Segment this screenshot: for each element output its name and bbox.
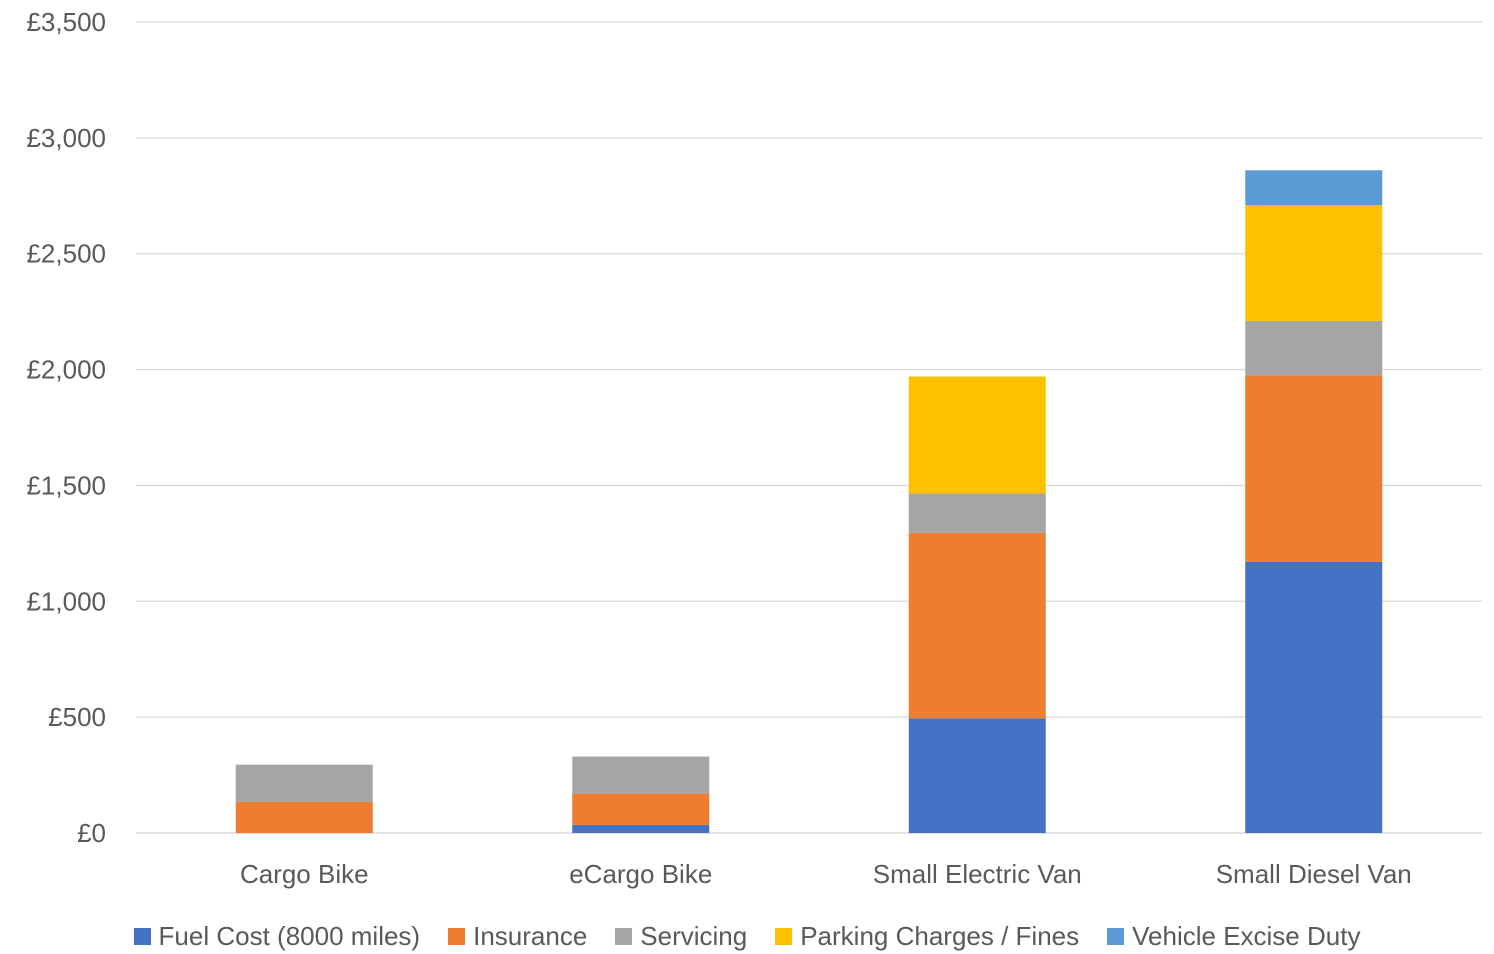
bar-segment bbox=[1245, 205, 1383, 321]
bar-segment bbox=[1245, 320, 1383, 376]
legend-label: Servicing bbox=[640, 920, 748, 951]
legend-swatch bbox=[615, 927, 633, 945]
bar-segment bbox=[572, 756, 710, 794]
bars bbox=[235, 170, 1383, 833]
y-tick-label: £1,000 bbox=[26, 586, 106, 616]
legend-label: Insurance bbox=[473, 920, 588, 951]
legend-item: Insurance bbox=[448, 921, 587, 952]
bar-segment bbox=[908, 493, 1046, 533]
legend: Fuel Cost (8000 miles) Insurance Servicing… bbox=[0, 918, 1494, 954]
legend-item: Vehicle Excise Duty bbox=[1107, 921, 1360, 952]
legend-swatch bbox=[775, 927, 793, 945]
stacked-bar-chart: £0 £500 £1,000 £1,500 £2,000 £2,500 £3,000 £3,5… bbox=[26, 7, 1482, 889]
x-tick-label: eCargo Bike bbox=[569, 859, 712, 889]
y-axis-ticks: £0 £500 £1,000 £1,500 £2,000 £2,500 £3,000 £3,5… bbox=[26, 7, 106, 848]
legend-swatch bbox=[133, 927, 151, 945]
y-tick-label: £3,500 bbox=[26, 7, 106, 37]
legend-label: Parking Charges / Fines bbox=[800, 920, 1080, 951]
y-tick-label: £2,500 bbox=[26, 239, 106, 269]
bar-segment bbox=[1245, 375, 1383, 562]
y-tick-label: £0 bbox=[77, 818, 106, 848]
y-tick-label: £3,000 bbox=[26, 123, 106, 153]
x-tick-label: Small Electric Van bbox=[873, 859, 1082, 889]
bar-segment bbox=[908, 718, 1046, 833]
legend-swatch bbox=[1107, 927, 1125, 945]
legend-swatch bbox=[448, 927, 466, 945]
legend-item: Parking Charges / Fines bbox=[775, 921, 1079, 952]
bar-segment bbox=[1245, 170, 1383, 206]
x-tick-label: Cargo Bike bbox=[240, 859, 369, 889]
bar-segment bbox=[908, 532, 1046, 719]
gridlines bbox=[136, 21, 1482, 834]
legend-item: Servicing bbox=[615, 921, 747, 952]
bar-segment bbox=[1245, 561, 1383, 833]
y-tick-label: £500 bbox=[48, 702, 106, 732]
x-axis-ticks: Cargo Bike eCargo Bike Small Electric Van S… bbox=[240, 859, 1412, 889]
bar-segment bbox=[235, 801, 373, 833]
bar-segment bbox=[572, 824, 710, 833]
bar-segment bbox=[572, 793, 710, 825]
legend-label: Fuel Cost (8000 miles) bbox=[158, 920, 421, 951]
x-tick-label: Small Diesel Van bbox=[1216, 859, 1412, 889]
y-tick-label: £1,500 bbox=[26, 470, 106, 500]
y-tick-label: £2,000 bbox=[26, 355, 106, 385]
legend-item: Fuel Cost (8000 miles) bbox=[133, 920, 421, 952]
bar-segment bbox=[908, 376, 1046, 494]
bar-segment bbox=[235, 764, 373, 802]
legend-label: Vehicle Excise Duty bbox=[1132, 920, 1361, 951]
